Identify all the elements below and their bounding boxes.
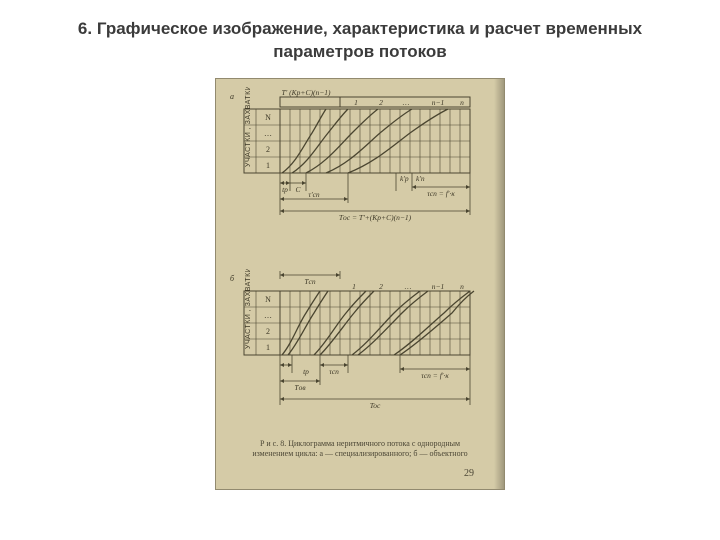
panel-letter-b: б <box>230 274 235 283</box>
page-title: 6. Графическое изображение, характеристи… <box>0 0 720 78</box>
dim-toc-a: Tоc = T'+(Kp+C)(n−1) <box>339 213 412 222</box>
col-label: 2 <box>379 282 383 291</box>
svg-text:Tов: Tов <box>294 383 306 392</box>
row-label: … <box>264 311 272 320</box>
dims-a: tp C k'p k'n τ'сп τсп = f'·κ Tоc = T'+(K… <box>280 173 470 222</box>
col-label: 1 <box>354 98 358 107</box>
dim-kn: k'n <box>416 174 425 183</box>
dim-c: C <box>295 185 301 194</box>
col-label: n <box>460 282 464 291</box>
dim-tp-b: tp <box>303 367 309 376</box>
dim-kp: k'p <box>400 174 409 183</box>
caption-line: изменением цикла: а — специализированног… <box>252 449 467 458</box>
page-number: 29 <box>464 468 474 479</box>
dim-toc-b: Toc <box>370 401 381 410</box>
figure-panel-b: б Tсп УЧАСТКИ , ЗАХВАТКИ N … 2 1 <box>226 269 486 429</box>
scanned-page: а УЧАСТКИ , ЗАХВАТКИ N … 2 1 <box>215 78 505 490</box>
col-label: 1 <box>352 282 356 291</box>
panel-letter-a: а <box>230 92 234 101</box>
caption-line: Р и с. 8. Циклограмма неритмичного поток… <box>260 439 460 448</box>
col-label: n <box>460 98 464 107</box>
row-label: 2 <box>266 327 270 336</box>
col-label: n−1 <box>432 282 445 291</box>
row-label: 2 <box>266 145 270 154</box>
dim-tcn-top: Tсп <box>304 277 316 286</box>
dim-tcn1-b: τсп <box>329 367 339 376</box>
row-label: … <box>264 129 272 138</box>
col-label: … <box>405 282 412 291</box>
top-formula: T' (Kp+C)(n−1) <box>281 88 331 97</box>
dims-b: tp τсп Tов τсп = f'·κ Toc <box>280 355 470 410</box>
row-label: 1 <box>266 343 270 352</box>
dim-tcn1: τ'сп <box>308 190 320 199</box>
y-axis-label-a: УЧАСТКИ , ЗАХВАТКИ <box>245 87 252 167</box>
row-label: N <box>265 295 271 304</box>
dim-tcn2: τсп = f'·κ <box>427 189 455 198</box>
col-label: 2 <box>379 98 383 107</box>
dim-tp: tp <box>282 185 288 194</box>
figure-caption: Р и с. 8. Циклограмма неритмичного поток… <box>234 439 486 459</box>
y-axis-label-b: УЧАСТКИ , ЗАХВАТКИ <box>245 269 252 349</box>
col-label: n−1 <box>432 98 445 107</box>
dim-tcn2-b: τсп = f'·κ <box>421 371 449 380</box>
row-label: N <box>265 113 271 122</box>
row-label: 1 <box>266 161 270 170</box>
col-label: … <box>403 98 410 107</box>
figure-panel-a: а УЧАСТКИ , ЗАХВАТКИ N … 2 1 <box>226 87 486 257</box>
